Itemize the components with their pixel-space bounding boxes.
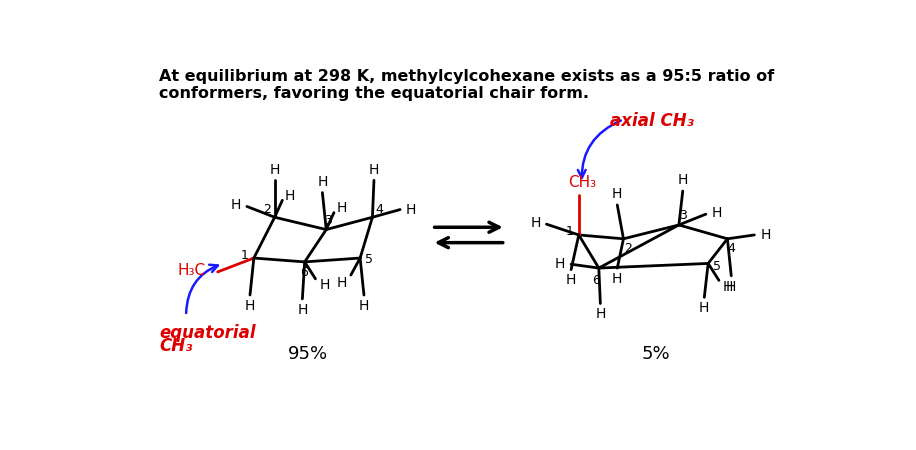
Text: 95%: 95% xyxy=(288,345,328,363)
Text: H: H xyxy=(555,257,565,271)
Text: 5%: 5% xyxy=(641,345,671,363)
Text: H: H xyxy=(530,216,540,230)
Text: H: H xyxy=(318,175,328,189)
Text: 1: 1 xyxy=(565,225,573,238)
Text: H: H xyxy=(369,162,379,176)
Text: 2: 2 xyxy=(263,203,271,216)
Text: CH₃: CH₃ xyxy=(568,175,596,190)
Text: H: H xyxy=(612,187,623,201)
Text: 3: 3 xyxy=(324,214,332,227)
Text: H: H xyxy=(336,276,347,290)
Text: H: H xyxy=(336,201,347,215)
Text: H₃C: H₃C xyxy=(178,263,206,278)
Text: H: H xyxy=(359,299,369,313)
Text: axial CH₃: axial CH₃ xyxy=(609,112,693,130)
Text: H: H xyxy=(566,274,576,288)
Text: H: H xyxy=(726,279,736,293)
Text: 2: 2 xyxy=(624,242,632,255)
Text: H: H xyxy=(723,279,734,293)
Text: conformers, favoring the equatorial chair form.: conformers, favoring the equatorial chai… xyxy=(159,86,589,101)
Text: H: H xyxy=(269,162,279,176)
Text: 4: 4 xyxy=(376,203,383,216)
Text: equatorial: equatorial xyxy=(159,324,256,342)
Text: 5: 5 xyxy=(714,260,722,273)
Text: H: H xyxy=(320,278,330,292)
Text: H: H xyxy=(231,198,241,212)
Text: 5: 5 xyxy=(365,253,374,266)
Text: 1: 1 xyxy=(241,249,248,262)
Text: H: H xyxy=(245,299,256,313)
Text: 6: 6 xyxy=(592,274,600,287)
Text: H: H xyxy=(760,228,771,242)
Text: H: H xyxy=(612,272,623,286)
Text: 4: 4 xyxy=(727,242,736,255)
Text: H: H xyxy=(285,189,295,202)
Text: H: H xyxy=(678,173,688,187)
Text: H: H xyxy=(297,303,308,317)
Text: CH₃: CH₃ xyxy=(159,338,192,356)
Text: H: H xyxy=(712,206,722,220)
Text: H: H xyxy=(699,301,710,315)
Text: H: H xyxy=(406,202,416,216)
Text: At equilibrium at 298 K, methylcylcohexane exists as a 95:5 ratio of: At equilibrium at 298 K, methylcylcohexa… xyxy=(159,69,774,85)
Text: 3: 3 xyxy=(679,209,687,222)
Text: 6: 6 xyxy=(300,266,308,279)
Text: H: H xyxy=(595,307,605,321)
